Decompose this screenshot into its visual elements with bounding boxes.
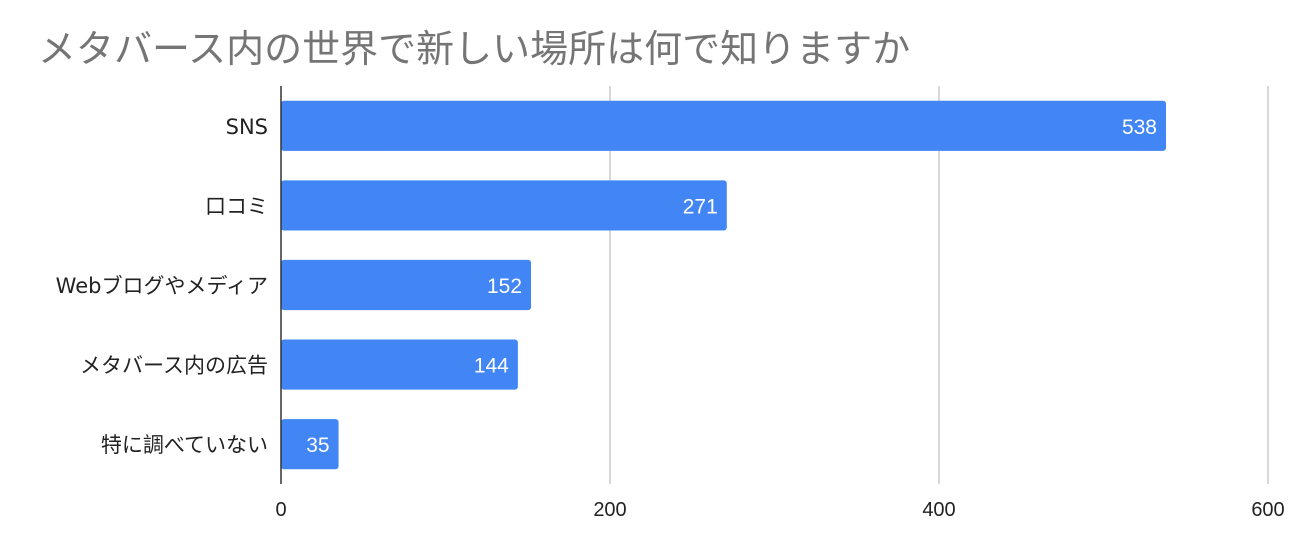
bar [281,180,727,231]
data-label: 144 [474,355,509,378]
category-label: メタバース内の広告 [80,354,268,378]
bars: 538 271 152 144 35 [281,100,1167,470]
bar [281,419,339,470]
data-label: 271 [683,195,718,218]
chart-title: メタバース内の世界で新しい場所は何で知りますか [38,27,911,71]
category-label: 口コミ [205,194,268,218]
gridlines [609,86,1269,484]
bar [281,259,532,311]
bar [281,100,1167,151]
x-tick-labels: 0 200 400 600 [275,499,1284,521]
data-label: 35 [306,434,329,457]
x-tick-label: 0 [275,499,286,521]
x-tick-label: 400 [922,499,955,521]
data-label: 538 [1122,116,1157,139]
data-label: 152 [487,275,522,298]
category-label: SNS [226,115,268,139]
x-tick-label: 600 [1251,499,1284,521]
category-label: Webブログやメディア [56,274,268,298]
x-tick-label: 200 [593,499,626,521]
bar [281,339,518,390]
category-label: 特に調べていない [101,433,268,457]
